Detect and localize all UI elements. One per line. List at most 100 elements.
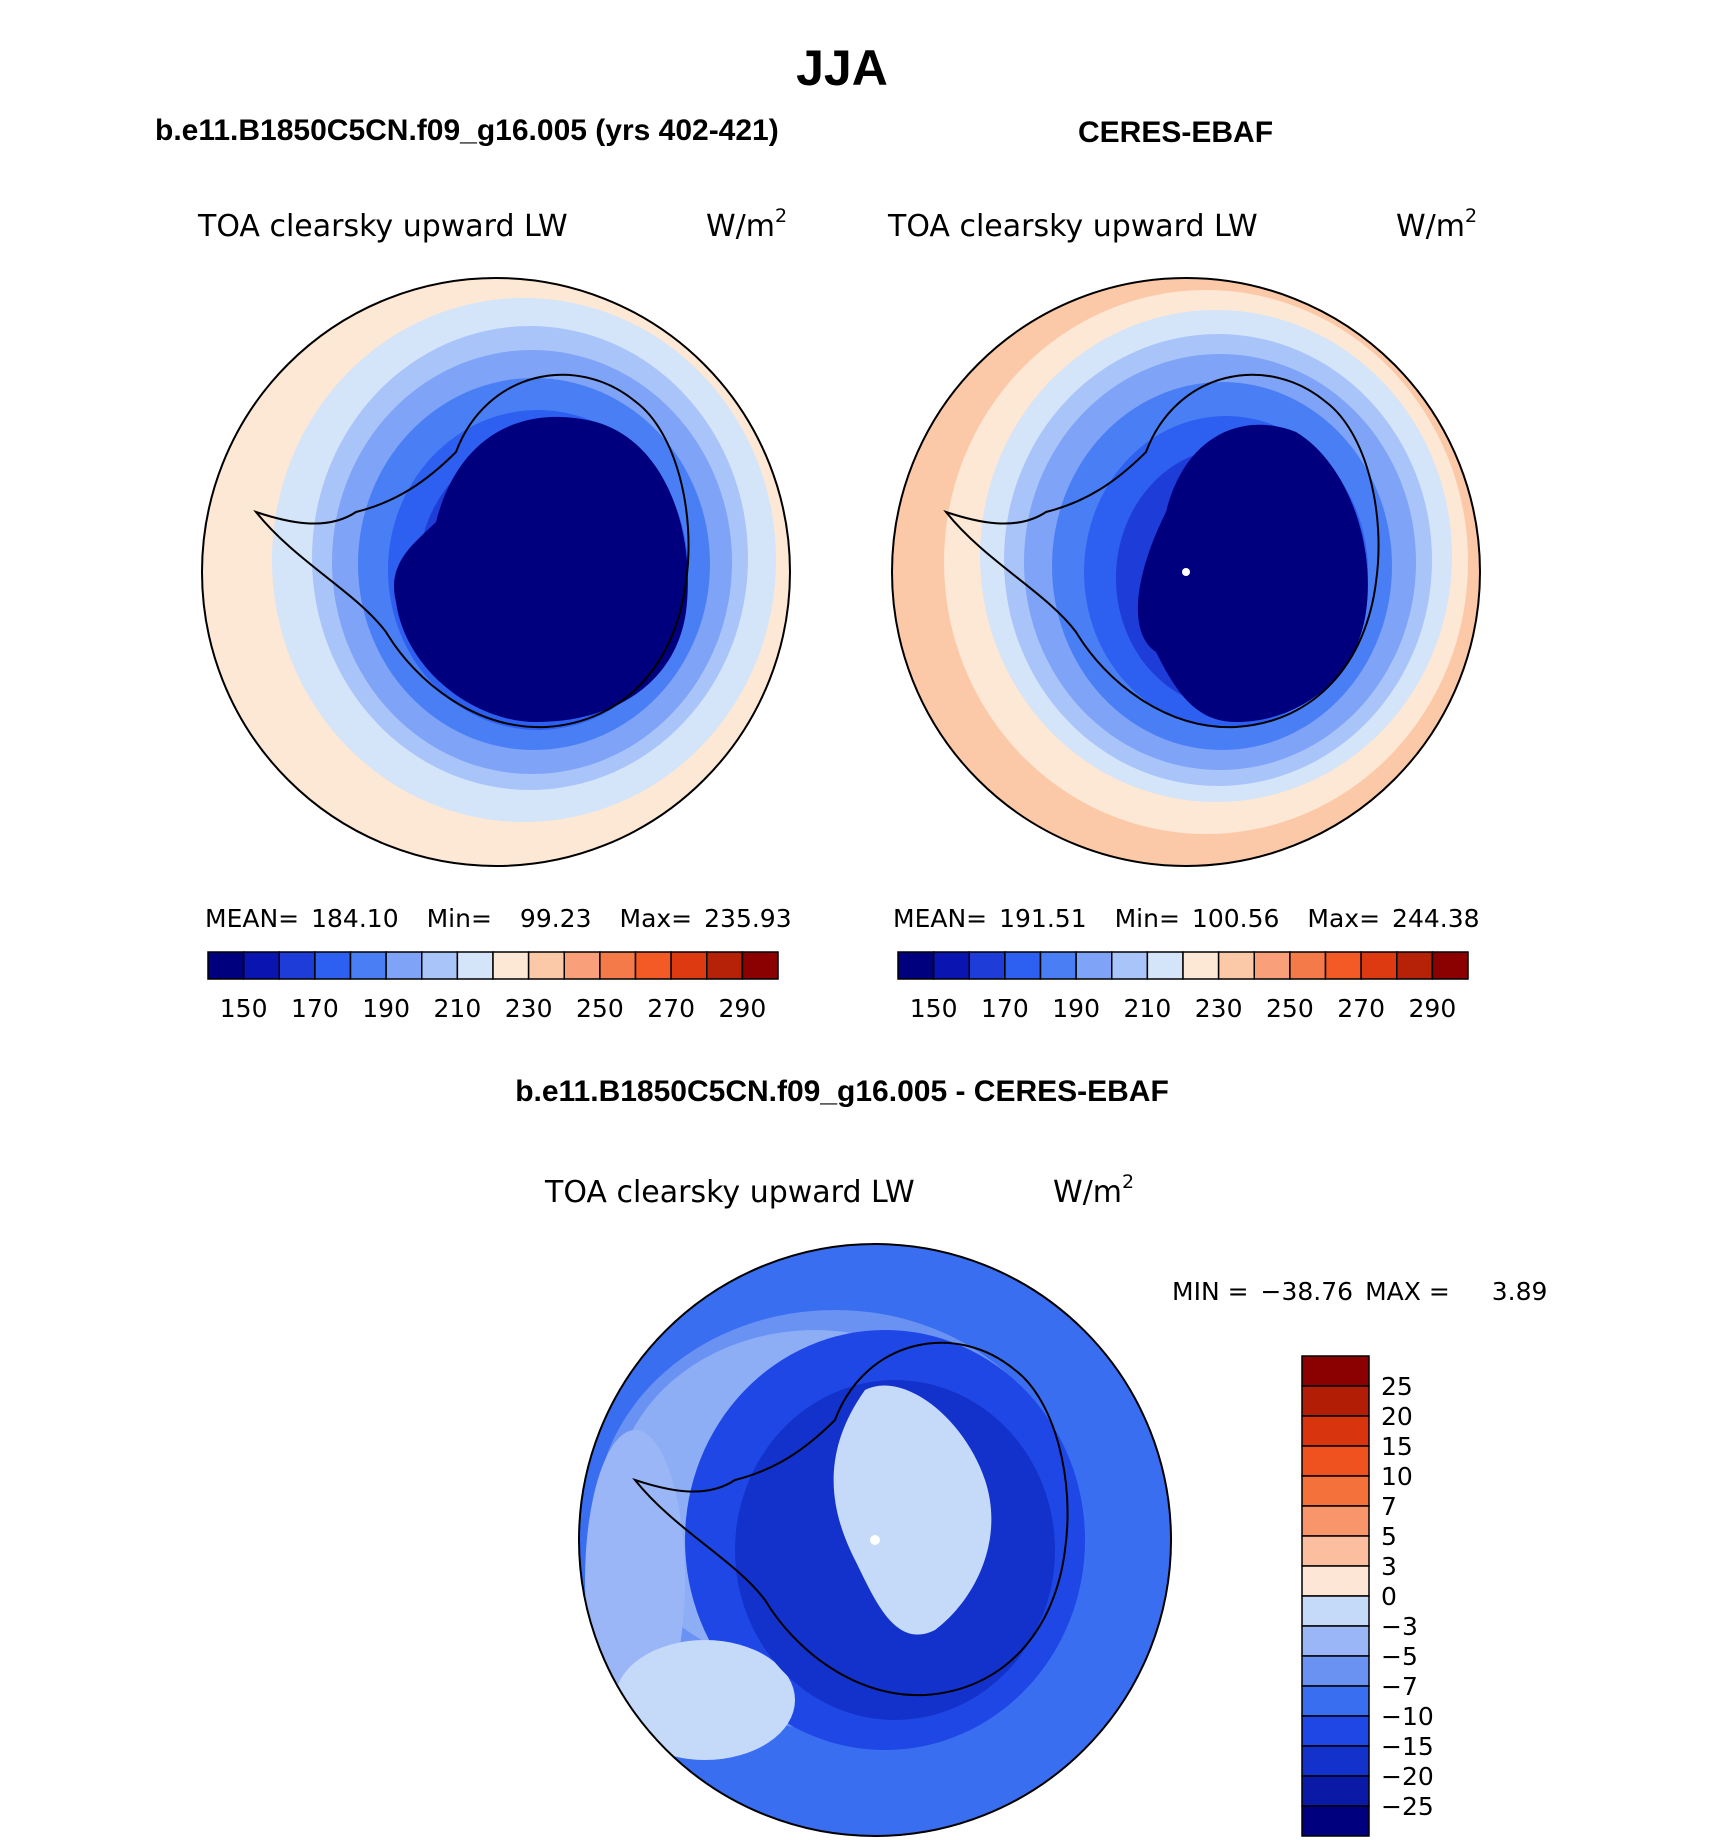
panel-model-title: b.e11.B1850C5CN.f09_g16.005 (yrs 402-421…: [155, 114, 779, 147]
diff-colorbar-swatch: [1301, 1775, 1370, 1807]
diff-colorbar-swatch: [1301, 1715, 1370, 1747]
diff-colorbar-tick: −20: [1381, 1762, 1434, 1791]
obs-colorbar-tick: 210: [1124, 994, 1172, 1023]
obs-colorbar-swatch: [932, 951, 970, 980]
model-colorbar-swatch: [456, 951, 494, 980]
model-colorbar-swatch: [563, 951, 601, 980]
model-colorbar-swatch: [634, 951, 672, 980]
diff-level-minus-3-patch: [615, 1640, 795, 1760]
model-colorbar-swatch: [421, 951, 459, 980]
diff-colorbar-tick: 5: [1381, 1522, 1397, 1551]
obs-colorbar-tick: 290: [1409, 994, 1457, 1023]
model-colorbar-swatch: [314, 951, 352, 980]
model-colorbar-swatch: [527, 951, 565, 980]
diff-antarctica-coast: [632, 1341, 1069, 1697]
diff-colorbar-tick: 0: [1381, 1582, 1397, 1611]
diff-colorbar-swatch: [1301, 1415, 1370, 1447]
panel-diff-field: TOA clearsky upward LW: [544, 1175, 915, 1210]
diff-level-0-plateau: [833, 1385, 992, 1635]
panel-diff: b.e11.B1850C5CN.f09_g16.005 - CERES-EBAF…: [515, 1075, 1547, 1837]
diff-colorbar-tick: −10: [1381, 1702, 1434, 1731]
panel-obs-units: W/m2: [1396, 205, 1477, 244]
panel-obs-field: TOA clearsky upward LW: [887, 209, 1258, 244]
obs-colorbar-swatch: [1039, 951, 1077, 980]
model-colorbar-swatch: [741, 951, 779, 980]
obs-colorbar-tick: 150: [910, 994, 958, 1023]
diff-colorbar-tick: 10: [1381, 1462, 1413, 1491]
panel-obs-title: CERES-EBAF: [1078, 116, 1273, 149]
model-colorbar-swatch: [670, 951, 708, 980]
obs-pole-marker: [1182, 568, 1190, 576]
obs-colorbar-tick: 250: [1266, 994, 1314, 1023]
diff-colorbar-swatch: [1301, 1505, 1370, 1537]
model-colorbar-tick: 230: [505, 994, 553, 1023]
panel-model-units: W/m2: [706, 205, 787, 244]
obs-colorbar-swatch: [1360, 951, 1398, 980]
model-antarctica-coast: [253, 373, 690, 729]
obs-colorbar-swatch: [1146, 951, 1184, 980]
diff-colorbar-swatch: [1301, 1445, 1370, 1477]
model-colorbar-swatch: [385, 951, 423, 980]
panel-diff-units: W/m2: [1053, 1171, 1134, 1210]
obs-map-border: [891, 277, 1481, 867]
diff-colorbar-tick: −5: [1381, 1642, 1418, 1671]
obs-colorbar-swatch: [1289, 951, 1327, 980]
diff-colorbar-swatch: [1301, 1535, 1370, 1567]
model-colorbar-tick: 210: [434, 994, 482, 1023]
obs-colorbar-swatch: [1324, 951, 1362, 980]
panel-obs-colorbar: [897, 951, 1469, 980]
diff-colorbar-tick: 7: [1381, 1492, 1397, 1521]
model-level-140: [394, 416, 688, 722]
obs-colorbar-swatch: [897, 951, 935, 980]
diff-colorbar-tick: −3: [1381, 1612, 1418, 1641]
model-colorbar-tick: 170: [291, 994, 339, 1023]
panel-model-field: TOA clearsky upward LW: [197, 209, 568, 244]
diff-colorbar-tick: −15: [1381, 1732, 1434, 1761]
obs-colorbar-swatch: [1111, 951, 1149, 980]
obs-colorbar-swatch: [968, 951, 1006, 980]
panel-model: b.e11.B1850C5CN.f09_g16.005 (yrs 402-421…: [155, 114, 792, 1023]
panel-diff-colorbar: [1301, 1355, 1370, 1837]
panel-model-stats: MEAN= 184.10 Min= 99.23 Max= 235.93: [205, 904, 792, 933]
diff-colorbar-swatch: [1301, 1685, 1370, 1717]
diff-colorbar-swatch: [1301, 1475, 1370, 1507]
obs-colorbar-swatch: [1004, 951, 1042, 980]
obs-antarctica-coast: [943, 373, 1380, 729]
obs-colorbar-swatch: [1396, 951, 1434, 980]
diff-colorbar-tick: 15: [1381, 1432, 1413, 1461]
diff-colorbar-tick: −7: [1381, 1672, 1418, 1701]
diff-colorbar-tick: 25: [1381, 1372, 1413, 1401]
model-colorbar-swatch: [349, 951, 387, 980]
panel-obs-map: [891, 277, 1481, 867]
diff-map-border: [578, 1243, 1172, 1837]
model-colorbar-tick: 190: [362, 994, 410, 1023]
diff-pole-marker: [870, 1535, 880, 1545]
panel-obs: CERES-EBAF TOA clearsky upward LW W/m2 M…: [887, 116, 1481, 1023]
season-title: JJA: [796, 40, 888, 96]
model-colorbar-swatch: [242, 951, 280, 980]
model-colorbar-swatch: [492, 951, 530, 980]
model-colorbar-swatch: [599, 951, 637, 980]
panel-model-colorbar: [207, 951, 779, 980]
diff-colorbar-swatch: [1301, 1355, 1370, 1387]
obs-colorbar-swatch: [1253, 951, 1291, 980]
obs-colorbar-swatch: [1075, 951, 1113, 980]
obs-colorbar-swatch: [1217, 951, 1255, 980]
panel-diff-stats: MIN = −38.76 MAX = 3.89: [1172, 1277, 1547, 1306]
obs-colorbar-tick: 270: [1337, 994, 1385, 1023]
diff-colorbar-swatch: [1301, 1595, 1370, 1627]
diff-colorbar-swatch: [1301, 1655, 1370, 1687]
diff-colorbar-swatch: [1301, 1805, 1370, 1837]
panel-model-map: [201, 277, 791, 867]
diff-colorbar-tick: 20: [1381, 1402, 1413, 1431]
diff-colorbar-tick: 3: [1381, 1552, 1397, 1581]
panel-diff-map: [578, 1243, 1172, 1837]
obs-colorbar-tick: 230: [1195, 994, 1243, 1023]
panel-obs-stats: MEAN= 191.51 Min= 100.56 Max= 244.38: [893, 904, 1480, 933]
panel-model-colorbar-ticks: 150 170 190 210 230 250 270 290: [220, 994, 766, 1023]
obs-colorbar-tick: 170: [981, 994, 1029, 1023]
obs-colorbar-swatch: [1182, 951, 1220, 980]
model-map-border: [201, 277, 791, 867]
obs-colorbar-tick: 190: [1052, 994, 1100, 1023]
